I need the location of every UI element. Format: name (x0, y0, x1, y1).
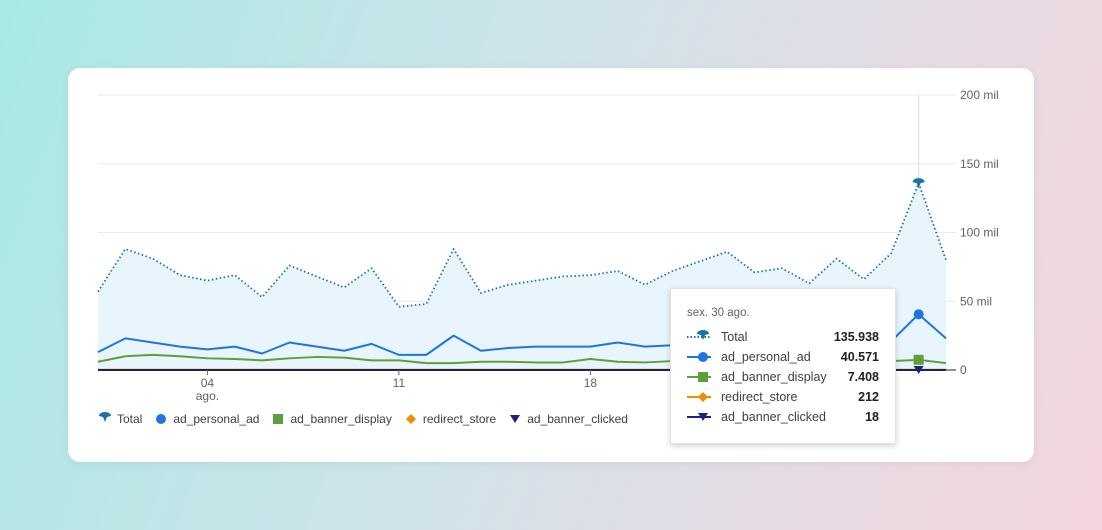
tooltip-row-ad_banner_display: ad_banner_display 7.408 (685, 367, 879, 387)
legend-label: Total (117, 412, 143, 426)
square-icon (687, 372, 711, 382)
legend-item-total[interactable]: Total (98, 412, 142, 426)
tooltip-series-value: 7.408 (847, 370, 879, 384)
circle-icon (698, 352, 708, 362)
x-tick-label: 04 (201, 376, 215, 390)
tooltip-series-value: 212 (858, 390, 879, 404)
triangle-down-icon (510, 415, 521, 423)
legend-label: ad_banner_clicked (527, 412, 628, 426)
legend-label: redirect_store (422, 412, 497, 426)
legend-item-ad_banner_display[interactable]: ad_banner_display (271, 412, 392, 426)
series-line-total (97, 182, 947, 308)
square-icon (273, 414, 284, 424)
legend-label: ad_personal_ad (173, 412, 260, 426)
chart-legend: Total ad_personal_ad ad_banner_display redi… (98, 412, 628, 426)
triangle-down-icon (687, 413, 711, 421)
pin-icon (687, 330, 711, 340)
tooltip-series-name: ad_personal_ad (721, 350, 811, 364)
tooltip-row-total: Total 135.938 (685, 327, 879, 347)
pin-icon (99, 412, 111, 422)
tooltip-row-ad_personal_ad: ad_personal_ad 40.571 (685, 347, 879, 367)
square-icon (698, 372, 708, 382)
pin-icon (912, 178, 925, 189)
diamond-icon (687, 392, 711, 402)
square-icon (913, 354, 924, 365)
legend-item-ad_personal_ad[interactable]: ad_personal_ad (154, 412, 259, 426)
triangle-down-icon (698, 413, 708, 421)
circle-icon (913, 309, 924, 320)
tooltip-series-value: 135.938 (833, 330, 879, 344)
tooltip-series-name: ad_banner_display (721, 370, 827, 384)
triangle-down-icon (913, 365, 924, 374)
diamond-icon (405, 414, 416, 424)
tooltip-series-name: redirect_store (721, 390, 798, 404)
legend-label: ad_banner_display (290, 412, 392, 426)
x-tick-label: 11 (393, 376, 406, 390)
y-tick-label: 100 mil (960, 226, 999, 240)
tooltip-date: sex. 30 ago. (687, 307, 750, 319)
y-tick-label: 0 (960, 363, 967, 377)
tooltip-row-ad_banner_clicked: ad_banner_clicked 18 (685, 407, 879, 427)
tooltip-series-name: ad_banner_clicked (721, 410, 826, 424)
legend-item-ad_banner_clicked[interactable]: ad_banner_clicked (508, 412, 628, 426)
square-icon (273, 414, 284, 424)
x-tick-sublabel: ago. (196, 389, 219, 403)
diamond-icon (698, 392, 708, 402)
chart-card: 0 50 mil 100 mil 150 mil 200 mil 04 ago. 11 18 T… (68, 68, 1034, 462)
tooltip-series-name: Total (721, 330, 748, 344)
triangle-down-icon (510, 415, 521, 423)
circle-icon (156, 414, 167, 424)
legend-item-redirect_store[interactable]: redirect_store (404, 412, 496, 426)
diamond-icon (405, 414, 416, 424)
x-tick-label: 18 (584, 376, 598, 390)
tooltip-row-redirect_store: redirect_store 212 (685, 387, 879, 407)
y-tick-label: 150 mil (960, 157, 999, 171)
circle-icon (156, 414, 167, 424)
tooltip-series-value: 40.571 (840, 350, 879, 364)
circle-icon (687, 352, 711, 362)
y-tick-label: 200 mil (960, 88, 999, 102)
data-tooltip: sex. 30 ago. Total 135.938 ad_personal_ad 4… (670, 288, 896, 444)
pin-icon (99, 412, 111, 422)
y-tick-label: 50 mil (960, 294, 992, 308)
pin-icon (697, 330, 709, 340)
tooltip-series-value: 18 (865, 410, 879, 424)
